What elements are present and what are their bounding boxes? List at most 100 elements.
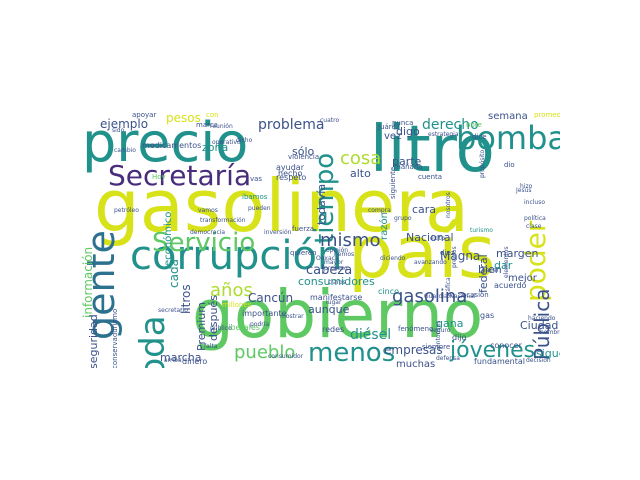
word-respeto: respeto bbox=[276, 173, 307, 182]
word-seguro: seguro bbox=[430, 327, 451, 334]
word-secretario: secretario bbox=[158, 307, 188, 314]
word-nunca: nunca bbox=[392, 119, 414, 127]
word-cambio: cambio bbox=[114, 147, 136, 154]
word-corrupci-n: corrupción bbox=[130, 233, 343, 279]
word-ocasi-n: ocasión bbox=[462, 291, 489, 299]
word-derecho: derecho bbox=[422, 117, 479, 133]
word-hoy: Hoy bbox=[152, 173, 166, 181]
word-diciendo: diciendo bbox=[380, 255, 406, 262]
word-informaci-n: información bbox=[81, 246, 95, 318]
word-p-blico: público bbox=[210, 325, 232, 332]
word-marca: marca bbox=[196, 121, 218, 129]
word-sigue: sigue bbox=[536, 347, 560, 360]
word-pueblo: pueblo bbox=[234, 342, 296, 363]
word-menos: menos bbox=[308, 338, 396, 368]
word-zona: zona bbox=[202, 141, 229, 154]
word-proceso: proceso bbox=[324, 265, 348, 272]
word-hacer: hacer bbox=[482, 267, 499, 274]
word-elementos: elementos bbox=[503, 246, 510, 278]
word-canc-n: Cancún bbox=[248, 291, 294, 305]
word-bote: bote bbox=[466, 121, 482, 129]
word-fen-meno: fenómeno bbox=[398, 325, 434, 333]
word-guardia-nacional: Guardia Nacional bbox=[424, 293, 476, 300]
word-ejemplo: ejemplo bbox=[100, 117, 149, 131]
word-dice: dice bbox=[472, 133, 487, 141]
word-podr-a: podría bbox=[250, 321, 270, 328]
word-jes-s: Jesús bbox=[516, 187, 532, 194]
word-vez: vez bbox=[384, 131, 402, 142]
word-magna: Magna bbox=[440, 249, 481, 263]
word-precios: precios bbox=[451, 246, 458, 268]
word-quieren: quieren bbox=[290, 249, 317, 257]
word-siempre: siempre bbox=[422, 343, 451, 351]
word-haciendo: haciendo bbox=[528, 315, 556, 322]
word-importante: importante bbox=[242, 309, 287, 318]
word-prop-sito: propósito bbox=[479, 149, 486, 178]
word-hombre: hombre bbox=[540, 329, 560, 336]
word-grupo: grupo bbox=[394, 215, 412, 222]
word-secretar-a: Secretaría bbox=[108, 159, 252, 192]
word-reuni-n: reunión bbox=[210, 123, 233, 130]
word-siguiente: siguiente bbox=[389, 166, 397, 199]
word-dicho: dicho bbox=[236, 137, 253, 144]
word-compra: compra bbox=[368, 207, 391, 214]
word-muchas: muchas bbox=[396, 359, 436, 369]
word-petr-leo: petróleo bbox=[114, 207, 139, 214]
word-ju-rez: Juárez bbox=[378, 123, 400, 131]
word-fundamental: fundamental bbox=[474, 357, 525, 366]
word-ciudad: Ciudad bbox=[520, 319, 559, 332]
word-consumidor: consumidor bbox=[268, 353, 304, 360]
word-marcha: marcha bbox=[160, 351, 202, 364]
word-di-sel: diésel bbox=[350, 327, 392, 343]
word-litro: litro bbox=[370, 113, 495, 187]
word-estrategia: estrategia bbox=[428, 131, 459, 138]
word-alto: alto bbox=[350, 167, 371, 180]
word-vas: vas bbox=[250, 175, 263, 183]
word-conservadurismo: conservadurismo bbox=[111, 308, 119, 368]
word-gobierno: gobierno bbox=[192, 276, 484, 353]
word-cara: cara bbox=[412, 203, 437, 216]
word-defensa: defensa bbox=[436, 355, 460, 362]
word-mejor: mejor bbox=[508, 273, 537, 284]
word-mostrar: mostrar bbox=[280, 313, 304, 320]
word-diez: diez bbox=[440, 249, 455, 257]
word-avanzando: avanzando bbox=[414, 259, 447, 266]
word-gasolinera: gasolinera bbox=[94, 164, 470, 248]
word-cuenta: cuenta bbox=[418, 173, 443, 181]
word-j-venes: jóvenes bbox=[450, 338, 536, 363]
word-acuerdo: acuerdo bbox=[494, 281, 527, 290]
word-dijo: dijo bbox=[452, 333, 467, 342]
word-arriba: arriba bbox=[164, 357, 182, 364]
word-apoyar: apoyar bbox=[132, 112, 157, 119]
word-pa-s: país bbox=[348, 210, 496, 294]
word-cosa: cosa bbox=[340, 148, 382, 169]
word-parte: parte bbox=[392, 155, 422, 168]
word-pesos: pesos bbox=[166, 112, 201, 125]
word-transformaci-n: transformación bbox=[200, 217, 246, 224]
word-falta: falta bbox=[204, 343, 218, 350]
word-gana: gana bbox=[436, 317, 464, 330]
word-dio: dio bbox=[504, 161, 515, 169]
word-decisi-n: decisión bbox=[526, 357, 551, 364]
word-problema: problema bbox=[258, 117, 325, 133]
word-fuerza: fuerza bbox=[292, 225, 315, 233]
word-turismo: turismo bbox=[470, 227, 493, 234]
word-incluso: incluso bbox=[524, 199, 546, 206]
word-pol-tica: política bbox=[524, 215, 546, 222]
word-claros: claros bbox=[328, 279, 346, 286]
word-econ-mico: económico bbox=[163, 211, 174, 266]
word-hemos: hemos bbox=[334, 251, 355, 258]
word--xito: éxito bbox=[430, 235, 445, 242]
word-opini-n: opinión bbox=[326, 247, 349, 254]
word-democracia: democracia bbox=[190, 229, 226, 236]
word-ayudar: ayudar bbox=[276, 163, 304, 172]
word-lugar: lugar bbox=[326, 299, 342, 306]
word-oaxaca: Oaxaca bbox=[316, 255, 339, 262]
word-a-os: años bbox=[210, 280, 253, 301]
word-con: con bbox=[206, 112, 219, 119]
word-clase: clase bbox=[526, 223, 542, 230]
word-dinero: dinero bbox=[182, 357, 208, 366]
word-nacional: Nacional bbox=[406, 231, 454, 244]
word-despu-s: después bbox=[207, 295, 220, 341]
word-violencia: violencia bbox=[288, 153, 320, 161]
